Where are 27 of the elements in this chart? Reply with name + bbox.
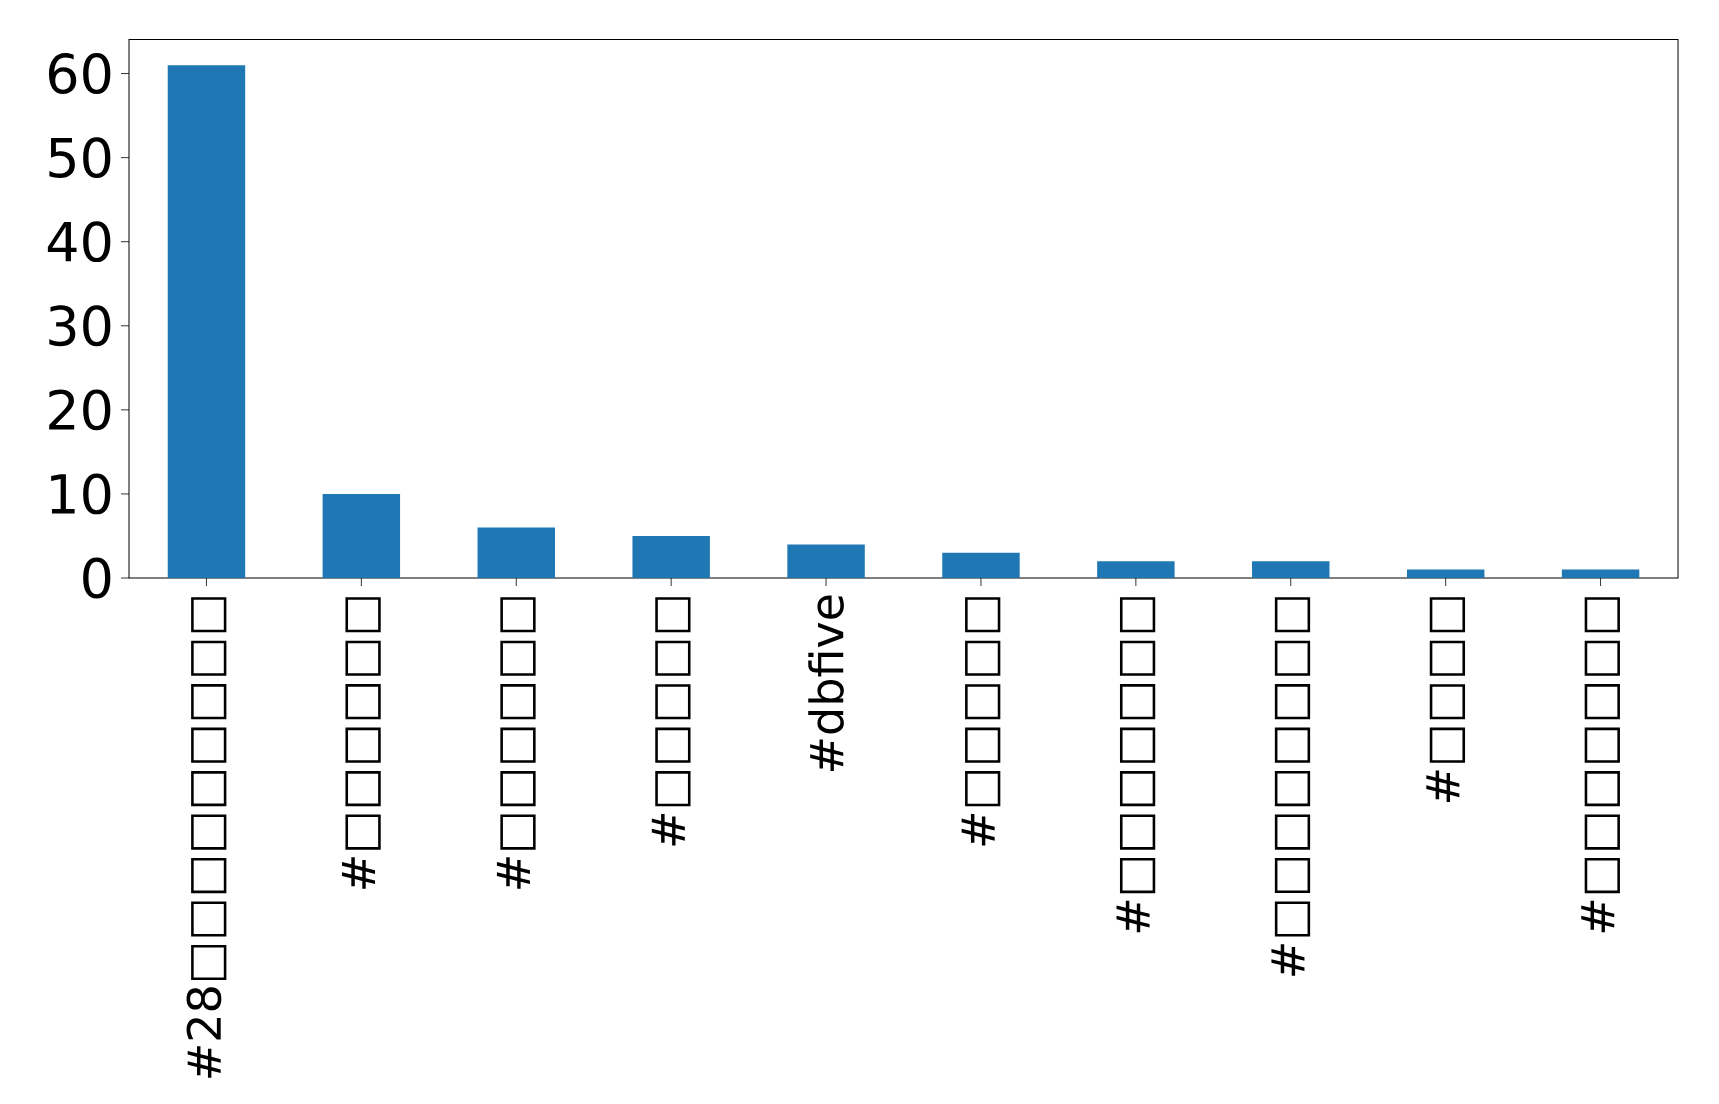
x-tick-label: #28□□□□□□□□□ bbox=[186, 597, 227, 1078]
y-tick-label: 60 bbox=[48, 53, 111, 94]
y-tick-label: 30 bbox=[49, 305, 111, 347]
bar bbox=[632, 535, 710, 578]
x-tick-label: #□□□□□□□□ bbox=[1271, 597, 1311, 976]
y-tick-label: 10 bbox=[51, 473, 111, 515]
x-tick-label: #□□□□ bbox=[1426, 597, 1466, 802]
bar bbox=[1561, 569, 1640, 578]
bar bbox=[942, 552, 1020, 578]
bar bbox=[1252, 561, 1330, 578]
bar bbox=[1406, 569, 1485, 578]
x-tick-label: #□□□□□□□ bbox=[1581, 597, 1620, 933]
y-tick-label: 20 bbox=[49, 389, 111, 431]
bar bbox=[1097, 561, 1175, 578]
x-tick-label: #□□□□□ bbox=[651, 597, 691, 846]
x-tick-label: #dbfive bbox=[808, 595, 844, 771]
bar bbox=[322, 493, 401, 578]
bar bbox=[167, 65, 246, 578]
y-tick-label: 50 bbox=[49, 137, 111, 179]
x-tick-label: #□□□□□□ bbox=[496, 597, 536, 889]
x-tick-label: #□□□□□ bbox=[961, 597, 1001, 846]
x-tick-label: #□□□□□□□ bbox=[1116, 597, 1156, 933]
bar bbox=[787, 544, 865, 578]
y-tick-label: 0 bbox=[83, 557, 111, 599]
x-tick-label: #□□□□□□ bbox=[342, 597, 381, 889]
bar bbox=[477, 527, 555, 578]
y-tick-label: 40 bbox=[47, 221, 111, 263]
